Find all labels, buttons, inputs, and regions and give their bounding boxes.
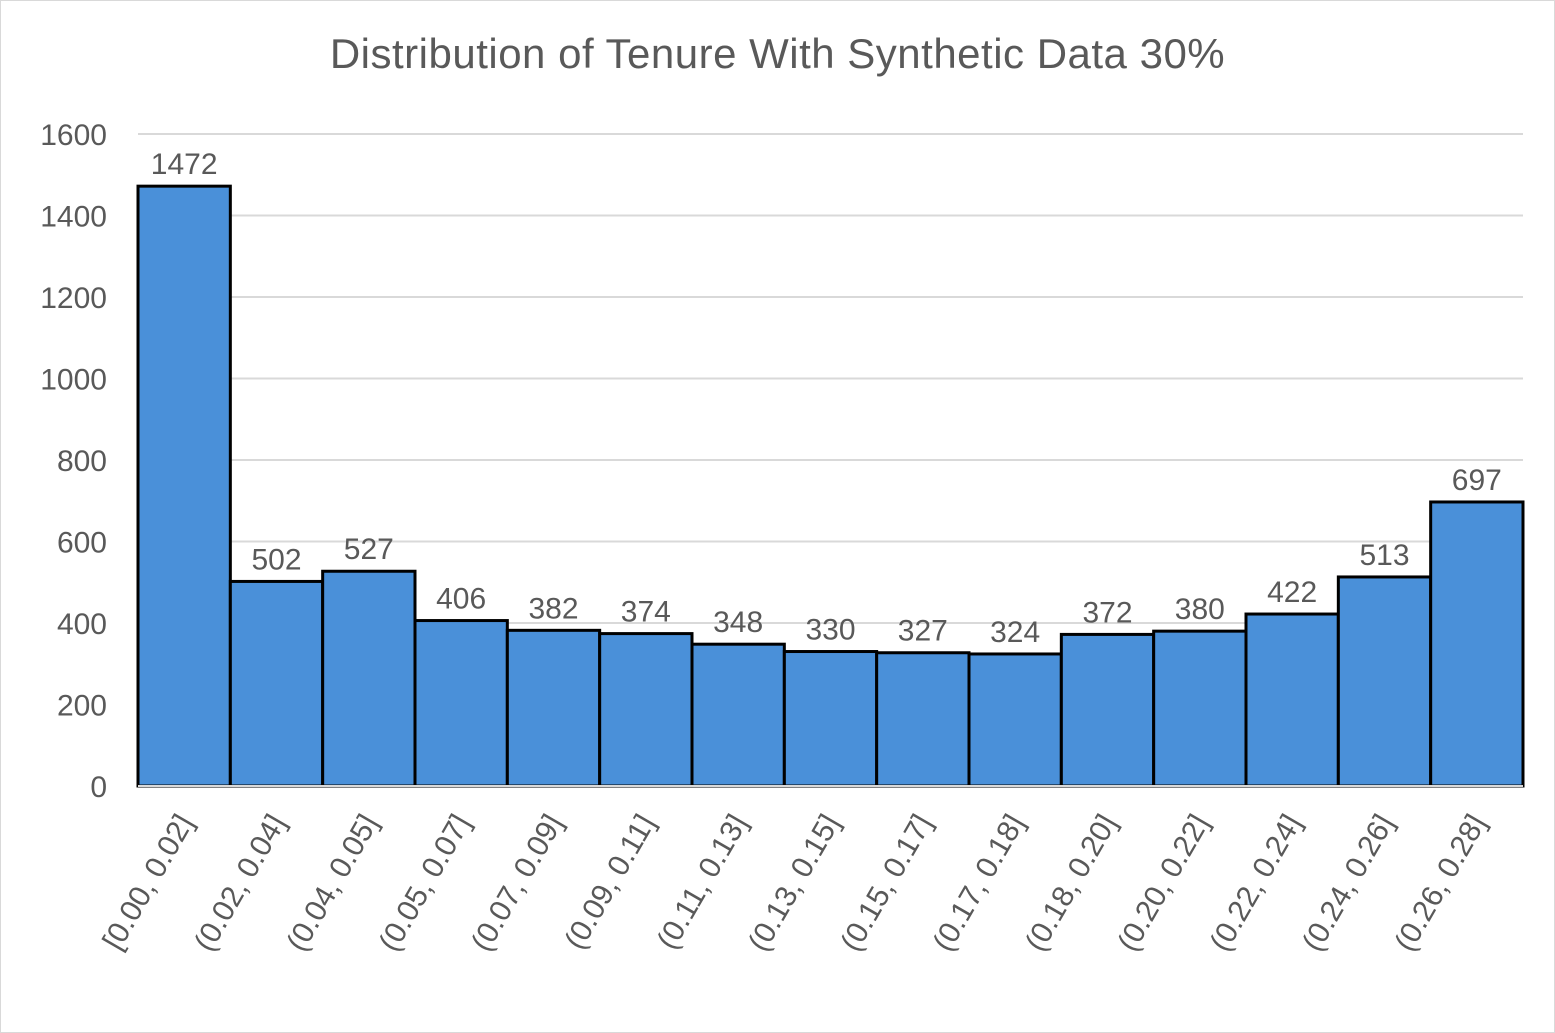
data-label: 382 [528, 592, 578, 625]
x-category-label: (0.02, 0.04] [188, 809, 292, 957]
data-label: 697 [1452, 464, 1502, 497]
x-axis-category-labels: [0.00, 0.02](0.02, 0.04](0.04, 0.05](0.0… [97, 809, 1493, 957]
data-label: 513 [1359, 539, 1409, 572]
y-tick-label: 1200 [40, 282, 107, 315]
data-label: 527 [344, 533, 394, 566]
bar [782, 650, 879, 788]
bar [1244, 612, 1340, 788]
bar [413, 619, 509, 788]
y-tick-label: 1000 [40, 364, 107, 397]
y-tick-label: 800 [57, 445, 107, 478]
x-category-label: (0.13, 0.15] [742, 809, 846, 957]
x-category-label: (0.26, 0.28] [1388, 809, 1492, 957]
bar [1429, 500, 1525, 788]
bar [598, 632, 694, 788]
y-axis-tick-labels: 0 200 400 600 800 1000 1200 1400 1600 [40, 119, 107, 804]
data-label: 374 [621, 596, 671, 629]
bars [136, 184, 1525, 788]
data-label: 324 [990, 616, 1040, 649]
bar [228, 579, 325, 788]
bar [136, 184, 232, 788]
bar [875, 651, 971, 788]
data-labels: 1472 502 527 406 382 374 348 330 327 324 372 380 422… [151, 148, 1502, 649]
bar [505, 628, 602, 788]
chart-title: Distribution of Tenure With Synthetic Da… [329, 30, 1226, 77]
x-category-label: (0.04, 0.05] [280, 809, 384, 957]
x-category-label: (0.09, 0.11] [559, 809, 662, 955]
data-label: 1472 [151, 148, 218, 181]
bar [1059, 632, 1156, 788]
data-label: 422 [1267, 576, 1317, 609]
bar [1336, 575, 1433, 788]
bar [690, 642, 786, 788]
y-tick-label: 600 [57, 527, 107, 560]
bar [967, 652, 1063, 788]
x-category-label: (0.17, 0.18] [927, 809, 1031, 957]
x-category-label: (0.15, 0.17] [834, 809, 938, 957]
x-category-label: (0.20, 0.22] [1111, 809, 1215, 957]
x-category-label: (0.11, 0.13] [651, 809, 754, 955]
x-category-label: (0.24, 0.26] [1296, 809, 1400, 957]
x-category-label: [0.00, 0.02] [97, 809, 201, 956]
data-label: 348 [713, 606, 763, 639]
bar [321, 569, 417, 788]
y-tick-label: 0 [90, 771, 107, 804]
y-tick-label: 1600 [40, 119, 107, 152]
data-label: 406 [436, 583, 486, 616]
bar [1152, 629, 1248, 788]
data-label: 327 [898, 615, 948, 648]
data-label: 330 [805, 614, 855, 647]
data-label: 502 [251, 543, 301, 576]
data-label: 380 [1175, 593, 1225, 626]
y-tick-label: 1400 [40, 201, 107, 234]
y-tick-label: 200 [57, 690, 107, 723]
y-tick-label: 400 [57, 608, 107, 641]
x-category-label: (0.18, 0.20] [1019, 809, 1123, 957]
data-label: 372 [1082, 596, 1132, 629]
x-category-label: (0.22, 0.24] [1204, 809, 1308, 957]
x-category-label: (0.05, 0.07] [373, 809, 477, 957]
x-category-label: (0.07, 0.09] [465, 809, 569, 957]
